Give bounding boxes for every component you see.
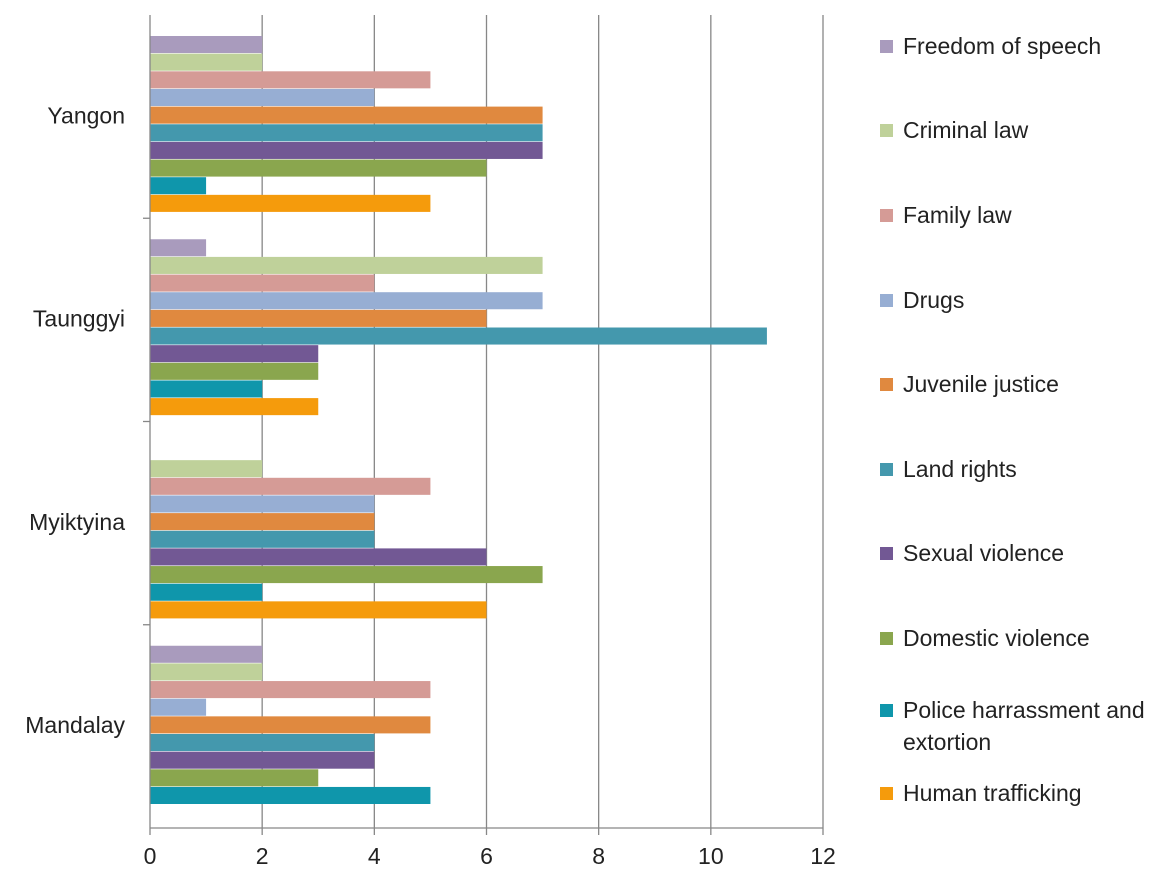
bar-mandalay-drugs (150, 698, 207, 716)
legend-swatch (880, 632, 893, 645)
bar-yangon-freedom-of-speech (150, 36, 263, 54)
bar-taunggyi-family-law (150, 274, 375, 292)
legend-swatch (880, 787, 893, 800)
category-label-mandalay: Mandalay (25, 712, 125, 738)
bar-taunggyi-police-harrassment-and-extortion (150, 380, 263, 398)
bar-yangon-criminal-law (150, 53, 263, 71)
x-tick-label: 12 (810, 843, 836, 869)
bar-mandalay-family-law (150, 681, 431, 699)
legend-item-domestic-violence: Domestic violence (880, 622, 1168, 654)
legend-item-drugs: Drugs (880, 284, 1168, 316)
bar-myiktyina-family-law (150, 477, 431, 495)
x-tick-label: 0 (144, 843, 157, 869)
x-tick-label: 8 (592, 843, 605, 869)
legend-label: Sexual violence (903, 540, 1065, 566)
bar-taunggyi-criminal-law (150, 256, 543, 274)
bar-mandalay-domestic-violence (150, 769, 319, 787)
legend-item-land-rights: Land rights (880, 453, 1168, 485)
bar-myiktyina-criminal-law (150, 460, 263, 478)
category-label-myiktyina: Myiktyina (29, 509, 125, 535)
bar-yangon-family-law (150, 71, 431, 89)
bar-yangon-land-rights (150, 124, 543, 142)
bar-yangon-juvenile-justice (150, 106, 543, 124)
bar-yangon-domestic-violence (150, 159, 487, 177)
axes: 0 2 4 6 8 10 12 Yangon Taunggyi Myiktyina Mandalay (25, 15, 836, 869)
legend-swatch (880, 463, 893, 476)
bar-taunggyi-human-trafficking (150, 398, 319, 416)
legend-label: Police harrassment and extortion (903, 697, 1145, 755)
x-tick-label: 2 (256, 843, 269, 869)
legend-label: Criminal law (903, 117, 1029, 143)
legend-item-juvenile-justice: Juvenile justice (880, 368, 1168, 400)
legend-swatch (880, 209, 893, 222)
bar-taunggyi-drugs (150, 292, 543, 310)
legend-item-sexual-violence: Sexual violence (880, 537, 1168, 569)
legend-swatch (880, 378, 893, 391)
bar-mandalay-juvenile-justice (150, 716, 431, 734)
legend-swatch (880, 294, 893, 307)
category-label-yangon: Yangon (47, 102, 125, 128)
bars (150, 36, 767, 804)
bar-mandalay-criminal-law (150, 663, 263, 681)
bar-myiktyina-drugs (150, 495, 375, 513)
bar-yangon-sexual-violence (150, 141, 543, 159)
legend-swatch (880, 704, 893, 717)
bar-taunggyi-land-rights (150, 327, 767, 345)
bar-mandalay-sexual-violence (150, 751, 375, 769)
legend-label: Juvenile justice (903, 371, 1059, 397)
bar-myiktyina-police-harrassment-and-extortion (150, 583, 263, 601)
bar-taunggyi-domestic-violence (150, 362, 319, 380)
legend-label: Domestic violence (903, 625, 1090, 651)
category-label-taunggyi: Taunggyi (33, 306, 125, 332)
legend-label: Land rights (903, 456, 1017, 482)
legend-label: Human trafficking (903, 780, 1082, 806)
bar-yangon-human-trafficking (150, 194, 431, 212)
bar-myiktyina-domestic-violence (150, 566, 543, 584)
legend-item-freedom-of-speech: Freedom of speech (880, 30, 1168, 62)
bar-myiktyina-juvenile-justice (150, 513, 375, 531)
legend-item-human-trafficking: Human trafficking (880, 777, 1168, 809)
x-tick-label: 10 (698, 843, 724, 869)
legend-swatch (880, 547, 893, 560)
bar-taunggyi-freedom-of-speech (150, 239, 207, 257)
legend-label: Drugs (903, 287, 965, 313)
legend-label: Freedom of speech (903, 33, 1102, 59)
bar-myiktyina-land-rights (150, 530, 375, 548)
legend-item-police-harrassment-and-extortion: Police harrassment and extortion (880, 694, 1168, 758)
bar-taunggyi-juvenile-justice (150, 309, 487, 327)
legend-label: Family law (903, 202, 1012, 228)
legend-item-family-law: Family law (880, 199, 1168, 231)
bar-myiktyina-human-trafficking (150, 601, 487, 619)
bar-mandalay-police-harrassment-and-extortion (150, 786, 431, 804)
bar-mandalay-land-rights (150, 734, 375, 752)
bar-yangon-police-harrassment-and-extortion (150, 177, 207, 195)
legend-item-criminal-law: Criminal law (880, 114, 1168, 146)
bar-mandalay-freedom-of-speech (150, 645, 263, 663)
legend-swatch (880, 40, 893, 53)
bar-myiktyina-sexual-violence (150, 548, 487, 566)
x-tick-label: 4 (368, 843, 381, 869)
legend-swatch (880, 124, 893, 137)
bar-taunggyi-sexual-violence (150, 345, 319, 363)
bar-yangon-drugs (150, 88, 375, 106)
x-tick-label: 6 (480, 843, 493, 869)
